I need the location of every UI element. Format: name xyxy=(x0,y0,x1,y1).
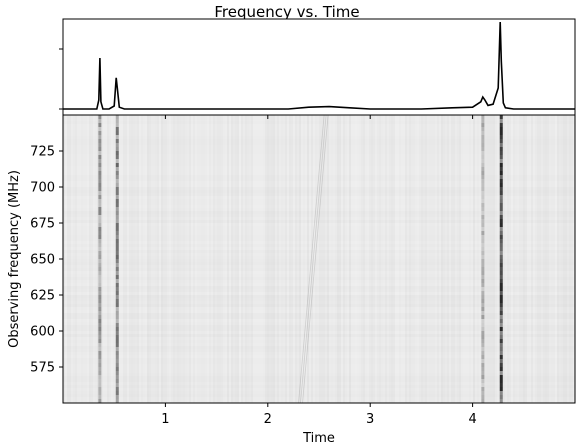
timeseries-line xyxy=(63,21,575,110)
y-axis-label: Observing frequency (MHz) xyxy=(7,170,22,348)
chart-title: Frequency vs. Time xyxy=(214,3,359,21)
burst-column xyxy=(481,115,485,403)
dispersed-sweep-trace xyxy=(298,115,325,403)
y-tick-label: 725 xyxy=(30,145,55,160)
y-tick-label: 650 xyxy=(30,253,55,268)
y-tick-label: 575 xyxy=(30,361,55,376)
x-axis-label: Time xyxy=(302,431,335,446)
burst-column xyxy=(115,115,119,403)
y-tick-label: 675 xyxy=(30,217,55,232)
timeseries-panel xyxy=(59,18,576,119)
spectrogram-heatmap xyxy=(63,115,575,403)
x-tick-label: 1 xyxy=(161,412,169,427)
spectrogram-panel: 1 2 3 4 575 600 625 650 675 700 725 Time Observin… xyxy=(7,114,576,446)
x-tick-label: 3 xyxy=(366,412,374,427)
x-tick-label: 4 xyxy=(468,412,476,427)
x-tick-label: 2 xyxy=(264,412,272,427)
y-tick-label: 625 xyxy=(30,289,55,304)
burst-column xyxy=(499,115,503,403)
y-tick-label: 600 xyxy=(30,325,55,340)
dispersed-sweep-trace xyxy=(300,115,327,403)
dispersed-sweep-trace xyxy=(302,115,329,403)
burst-column xyxy=(98,115,102,403)
y-tick-label: 700 xyxy=(30,181,55,196)
